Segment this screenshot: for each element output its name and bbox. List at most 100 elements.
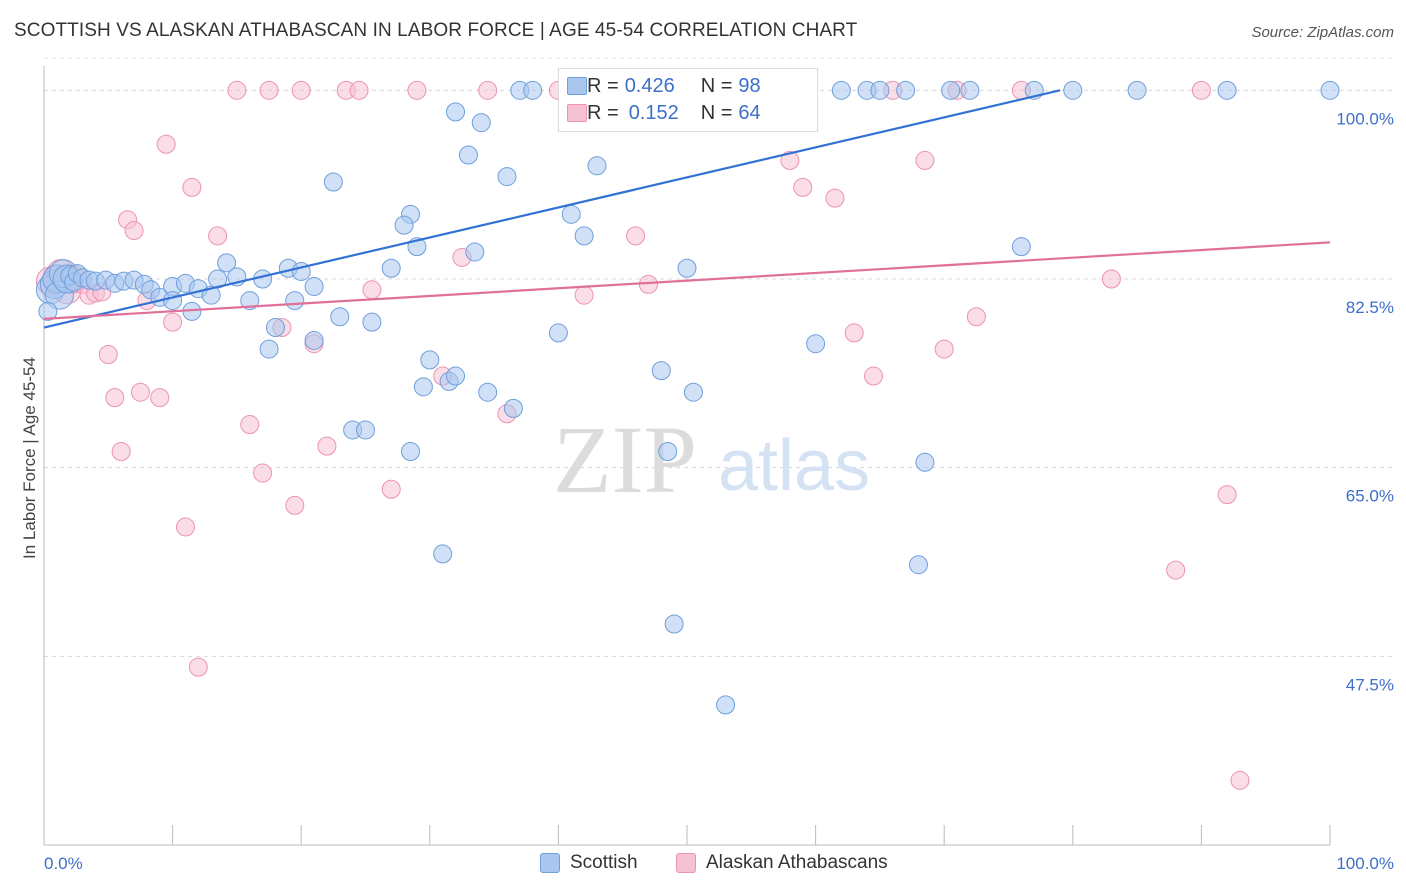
scottish-point xyxy=(446,102,466,122)
scottish-point xyxy=(471,113,491,133)
alaskan-point xyxy=(285,495,305,515)
scottish-point xyxy=(831,80,851,100)
trend-lines xyxy=(43,89,1331,329)
alaskan-point xyxy=(381,479,401,499)
scottish-point xyxy=(323,172,343,192)
alaskan-point xyxy=(259,80,279,100)
scottish-point xyxy=(896,80,916,100)
scottish-point xyxy=(716,695,736,715)
alaskan-point xyxy=(1101,269,1121,289)
scottish-point xyxy=(1217,80,1237,100)
alaskan-point xyxy=(182,177,202,197)
alaskan-trend-line xyxy=(43,241,1331,320)
alaskan-point xyxy=(227,80,247,100)
chart-source: Source: ZipAtlas.com xyxy=(1251,24,1394,41)
scottish-point xyxy=(683,382,703,402)
r-label: R = xyxy=(587,74,619,97)
grid-lines xyxy=(44,57,1394,657)
alaskan-point xyxy=(863,366,883,386)
scottish-trend-line xyxy=(43,89,1061,329)
axes xyxy=(43,66,1331,846)
alaskan-point xyxy=(188,657,208,677)
alaskan-point xyxy=(150,388,170,408)
r-label: R = xyxy=(587,101,619,124)
scottish-point xyxy=(356,420,375,440)
scottish-point xyxy=(362,312,382,332)
watermark-zip: ZIP xyxy=(553,406,697,513)
alaskan-point xyxy=(574,285,594,305)
scottish-point xyxy=(433,544,453,564)
alaskan-point xyxy=(825,188,845,208)
alaskan-point xyxy=(1230,770,1250,790)
scottish-legend-swatch xyxy=(540,853,560,873)
y-tick-label: 65.0% xyxy=(1346,487,1394,506)
y-tick-label: 82.5% xyxy=(1346,298,1394,317)
alaskan-point xyxy=(163,312,183,332)
alaskan-point xyxy=(638,274,658,294)
chart-title: SCOTTISH VS ALASKAN ATHABASCAN IN LABOR … xyxy=(14,20,858,41)
scottish-point xyxy=(38,301,58,321)
alaskan-point xyxy=(407,80,427,100)
scottish-point xyxy=(1127,80,1147,100)
scottish-point xyxy=(420,350,440,370)
alaskan-point xyxy=(349,80,369,100)
scottish-point xyxy=(1011,237,1031,257)
scottish-point xyxy=(217,253,237,273)
scottish-point xyxy=(240,291,260,311)
alaskan-point xyxy=(915,150,935,170)
watermark-atlas: atlas xyxy=(718,426,870,506)
y-tick-label: 100.0% xyxy=(1336,109,1394,128)
scottish-point xyxy=(574,226,594,246)
alaskan-point xyxy=(253,463,273,483)
scottish-point xyxy=(381,258,401,278)
scottish-point xyxy=(561,204,581,224)
legend-item-scottish[interactable]: Scottish xyxy=(540,852,638,874)
stats-row-alaskan: R = 0.152 N = 64 xyxy=(567,100,761,126)
r-value: 0.426 xyxy=(624,74,675,97)
scottish-point xyxy=(330,307,350,327)
scottish-point xyxy=(401,442,421,461)
stats-row-scottish: R = 0.426 N = 98 xyxy=(567,73,761,99)
y-axis-label: In Labor Force | Age 45-54 xyxy=(20,357,39,559)
n-label: N = xyxy=(700,101,733,124)
legend-item-alaskan[interactable]: Alaskan Athabascans xyxy=(676,852,888,874)
watermark: ZIP atlas xyxy=(553,406,870,513)
alaskan-point xyxy=(317,436,337,456)
alaskan-point xyxy=(175,517,195,537)
scottish-point xyxy=(163,291,183,311)
alaskan-point xyxy=(844,323,864,343)
alaskan-swatch xyxy=(567,104,587,122)
scottish-point xyxy=(651,361,671,381)
x-tick-labels: 0.0% 100.0% xyxy=(44,854,1394,873)
alaskan-point xyxy=(1217,485,1237,505)
scottish-swatch xyxy=(567,77,587,95)
scottish-point xyxy=(658,442,678,461)
scottish-point xyxy=(265,318,285,338)
r-value: 0.152 xyxy=(628,101,679,124)
x-tick-label: 0.0% xyxy=(44,854,83,873)
scottish-point xyxy=(960,80,980,100)
alaskan-point xyxy=(478,80,498,100)
alaskan-point xyxy=(240,415,260,435)
scottish-point xyxy=(201,285,221,305)
n-value: 64 xyxy=(738,101,761,124)
scottish-point xyxy=(870,80,890,100)
scottish-point xyxy=(394,215,414,235)
scottish-point xyxy=(285,291,305,311)
alaskan-point xyxy=(156,134,176,154)
scottish-point xyxy=(478,382,498,402)
scottish-point xyxy=(446,366,466,386)
alaskan-point xyxy=(105,388,125,408)
scottish-point xyxy=(941,80,961,100)
scottish-point xyxy=(503,398,523,418)
scottish-legend-label: Scottish xyxy=(570,852,638,873)
alaskan-point xyxy=(1166,560,1186,580)
y-tick-labels: 47.5% 65.0% 82.5% 100.0% xyxy=(1336,109,1394,694)
alaskan-point xyxy=(793,177,813,197)
scottish-point xyxy=(548,323,568,343)
alaskan-point xyxy=(130,382,150,402)
y-tick-label: 47.5% xyxy=(1346,675,1394,694)
x-tick-label: 100.0% xyxy=(1336,854,1394,873)
scottish-point xyxy=(413,377,433,397)
